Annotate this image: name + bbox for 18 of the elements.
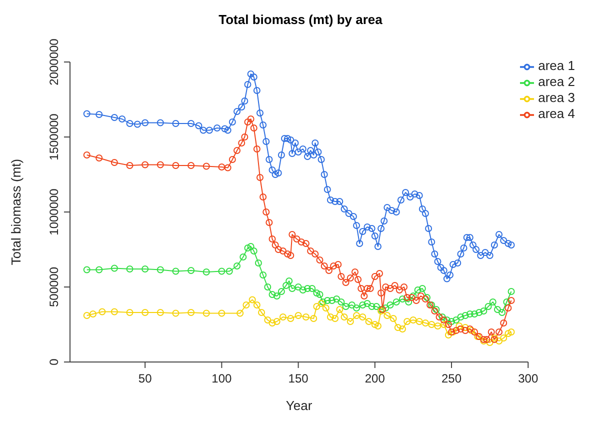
x-tick-label: 150 <box>288 372 309 386</box>
legend-label: area 3 <box>538 90 575 105</box>
y-tick-label: 0 <box>47 358 61 366</box>
legend-label: area 1 <box>538 58 575 73</box>
legend-label: area 4 <box>538 106 575 121</box>
x-tick-label: 250 <box>442 372 462 386</box>
y-axis-title: Total biomass (mt) <box>8 158 24 266</box>
x-axis-title: Year <box>286 398 313 413</box>
x-tick-label: 200 <box>364 372 386 386</box>
chart-title: Total biomass (mt) by area <box>218 11 384 29</box>
legend-label: area 2 <box>538 74 575 89</box>
x-tick-label: 50 <box>138 372 152 386</box>
x-tick-label: 100 <box>212 372 232 386</box>
y-tick-label: 500000 <box>47 266 61 308</box>
y-tick-label: 2000000 <box>47 38 61 86</box>
y-tick-label: 1000000 <box>47 188 61 236</box>
y-tick-label: 1500000 <box>47 113 61 160</box>
x-tick-label: 300 <box>518 372 538 386</box>
